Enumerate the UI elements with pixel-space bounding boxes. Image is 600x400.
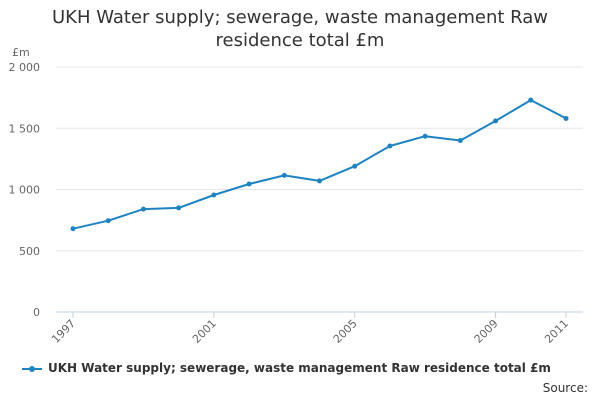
legend-item[interactable]: UKH Water supply; sewerage, waste manage… [22,361,551,375]
chart-title: UKH Water supply; sewerage, waste manage… [0,6,600,52]
data-point[interactable] [70,226,76,232]
series-line [72,99,567,230]
data-point[interactable] [352,163,358,169]
grid-lines [56,66,583,313]
data-point[interactable] [457,138,463,143]
x-tick-label: 2009 [472,317,501,346]
data-point[interactable] [563,115,569,121]
chart-title-line-1: UKH Water supply; sewerage, waste manage… [51,7,548,28]
data-point[interactable] [176,205,182,211]
data-point[interactable] [105,218,111,224]
x-tick-label: 2005 [331,317,360,346]
data-point[interactable] [211,192,217,198]
data-point[interactable] [317,178,322,184]
data-point[interactable] [246,181,252,187]
data-point[interactable] [281,172,287,178]
chart-title-line-2: residence total £m [215,30,385,51]
data-point[interactable] [387,143,393,149]
x-axis-ticks: 1997 2001 2005 2009 2011 [49,312,571,346]
y-tick-label: 1 500 [9,122,41,135]
y-tick-label: 1 000 [9,184,41,197]
y-tick-label: 500 [19,245,40,258]
x-tick-label: 2011 [542,317,571,346]
legend-label: UKH Water supply; sewerage, waste manage… [48,361,551,375]
x-tick-label: 2001 [190,317,219,346]
data-point[interactable] [140,206,146,212]
data-point[interactable] [528,97,534,103]
y-axis-tick-labels: 0 500 1 000 1 500 2 000 [9,61,41,319]
x-tick-label: 1997 [49,317,78,346]
data-point[interactable] [493,118,499,124]
data-points [70,97,569,232]
y-tick-label: 2 000 [9,61,41,74]
source-credit: Source: [542,381,588,395]
y-axis-unit-label: £m [12,46,30,59]
data-point[interactable] [422,133,428,139]
legend-symbol [22,364,42,374]
y-tick-label: 0 [33,306,40,319]
